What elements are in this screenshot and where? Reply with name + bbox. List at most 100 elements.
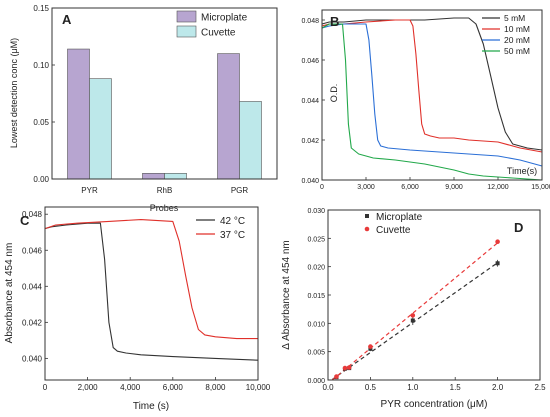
panel-d: 0.000 0.005 0.010 0.015 0.020 0.025 0.030 0.0 0… bbox=[281, 208, 546, 410]
panel-letter-b: B bbox=[330, 14, 339, 29]
y-tick-label: 0.048 bbox=[22, 210, 43, 219]
fit-line-microplate bbox=[331, 262, 498, 380]
y-axis-title: O.D. bbox=[329, 84, 339, 103]
panel-b: 0.040 0.042 0.044 0.046 0.048 0 3,000 6,000 9,0… bbox=[301, 9, 550, 191]
legend-swatch-microplate bbox=[176, 10, 197, 23]
legend-label-cuvette: Cuvette bbox=[201, 28, 236, 39]
series-line-42-c bbox=[44, 222, 259, 361]
y-tick-label: 0.046 bbox=[301, 58, 319, 65]
y-tick-label: 0.040 bbox=[301, 178, 319, 185]
y-axis-title: Δ Absorbance at 454 nm bbox=[281, 240, 292, 350]
x-tick-label: 15,000 bbox=[531, 184, 550, 191]
bar-pyr-microplate bbox=[67, 48, 90, 180]
y-tick-label: 0.042 bbox=[301, 138, 319, 145]
y-tick-label: 0.046 bbox=[22, 246, 43, 255]
x-tick-label: 2,000 bbox=[78, 383, 99, 392]
x-tick-label: 10,000 bbox=[246, 383, 271, 392]
data-point-cuvette bbox=[346, 365, 352, 370]
panel-c: 0.040 0.042 0.044 0.046 0.048 0 2,000 4,000 6,0… bbox=[4, 206, 271, 412]
x-tick-label: 0.5 bbox=[365, 383, 377, 392]
x-axis-title: Time(s) bbox=[507, 166, 537, 176]
legend-label: 20 mM bbox=[504, 35, 530, 45]
x-tick-label: 4,000 bbox=[120, 383, 141, 392]
plot-frame bbox=[321, 9, 543, 181]
panel-letter-c: C bbox=[20, 213, 30, 228]
x-tick-label: 2.0 bbox=[492, 383, 504, 392]
x-tick-label: 6,000 bbox=[163, 383, 184, 392]
legend-marker bbox=[364, 226, 370, 232]
legend-label: 42 °C bbox=[220, 216, 245, 227]
fit-line-cuvette bbox=[331, 242, 498, 381]
legend-label-microplate: Microplate bbox=[201, 13, 248, 24]
x-tick-label: 12,000 bbox=[487, 184, 509, 191]
plot-frame bbox=[44, 206, 259, 381]
data-point-cuvette bbox=[410, 313, 416, 318]
bar-rhb-cuvette bbox=[164, 173, 187, 180]
y-tick-label: 0.00 bbox=[33, 175, 49, 184]
x-tick-label: 0 bbox=[43, 383, 48, 392]
y-axis-title: Lowest detection conc (μM) bbox=[9, 38, 19, 148]
legend-marker bbox=[365, 214, 369, 218]
x-tick-label: 1.5 bbox=[450, 383, 462, 392]
series-line-50-mm bbox=[321, 23, 543, 181]
x-tick-label: 1.0 bbox=[407, 383, 419, 392]
data-point-microplate bbox=[410, 318, 415, 323]
y-tick-label: 0.048 bbox=[301, 18, 319, 25]
y-tick-label: 0.044 bbox=[22, 282, 43, 291]
series-line-37-c bbox=[44, 219, 258, 340]
x-category-label: RhB bbox=[157, 186, 173, 195]
y-tick-label: 0.15 bbox=[33, 4, 49, 13]
legend-label: Microplate bbox=[376, 212, 423, 223]
y-tick-label: 0.015 bbox=[307, 293, 325, 300]
panel-a: 0.00 0.05 0.10 0.15 PYR RhB PGR A Probes Lowe… bbox=[9, 4, 278, 213]
y-tick-label: 0.020 bbox=[307, 265, 325, 272]
bar-pyr-cuvette bbox=[89, 78, 112, 180]
x-tick-label: 6,000 bbox=[401, 184, 419, 191]
legend-label: Cuvette bbox=[376, 225, 411, 236]
plot-frame bbox=[327, 209, 541, 381]
y-tick-label: 0.040 bbox=[22, 354, 43, 363]
y-tick-label: 0.042 bbox=[22, 318, 43, 327]
legend-swatch-cuvette bbox=[176, 25, 197, 38]
legend: Microplate Cuvette bbox=[176, 10, 248, 39]
series-line-5-mm bbox=[321, 17, 543, 151]
data-point-cuvette bbox=[368, 344, 373, 349]
series-line-10-mm bbox=[321, 19, 543, 153]
y-tick-label: 0.030 bbox=[307, 208, 325, 215]
y-tick-label: 0.000 bbox=[307, 378, 325, 385]
y-tick-label: 0.010 bbox=[307, 321, 325, 328]
x-tick-label: 2.5 bbox=[534, 383, 546, 392]
panel-letter-a: A bbox=[62, 12, 72, 27]
x-axis-title: Probes bbox=[150, 203, 179, 213]
x-tick-label: 3,000 bbox=[357, 184, 375, 191]
x-axis-title: PYR concentration (μM) bbox=[381, 399, 488, 410]
legend-label: 5 mM bbox=[504, 13, 525, 23]
data-point-cuvette bbox=[342, 365, 348, 371]
y-tick-label: 0.044 bbox=[301, 98, 319, 105]
legend-label: 37 °C bbox=[220, 230, 245, 241]
legend: 42 °C 37 °C bbox=[196, 216, 245, 241]
data-point-microplate bbox=[495, 261, 500, 266]
x-category-label: PYR bbox=[81, 186, 98, 195]
data-point-cuvette bbox=[495, 239, 500, 245]
data-point-cuvette bbox=[334, 374, 339, 379]
y-axis-title: Absorbance at 454 nm bbox=[4, 243, 15, 344]
legend-label: 50 mM bbox=[504, 46, 530, 56]
x-category-label: PGR bbox=[231, 186, 249, 195]
y-tick-label: 0.025 bbox=[307, 236, 325, 243]
plot-frame bbox=[51, 7, 278, 180]
series-line-20-mm bbox=[321, 23, 543, 167]
x-axis-title: Time (s) bbox=[133, 401, 169, 412]
x-tick-label: 8,000 bbox=[205, 383, 226, 392]
y-tick-label: 0.05 bbox=[33, 118, 49, 127]
bar-pgr-cuvette bbox=[239, 101, 262, 180]
panel-letter-d: D bbox=[514, 220, 523, 235]
legend: Microplate Cuvette bbox=[364, 212, 423, 236]
x-tick-label: 0 bbox=[320, 184, 324, 191]
x-tick-label: 9,000 bbox=[445, 184, 463, 191]
y-tick-label: 0.005 bbox=[307, 350, 325, 357]
y-tick-label: 0.10 bbox=[33, 61, 49, 70]
bar-rhb-microplate bbox=[142, 173, 165, 180]
